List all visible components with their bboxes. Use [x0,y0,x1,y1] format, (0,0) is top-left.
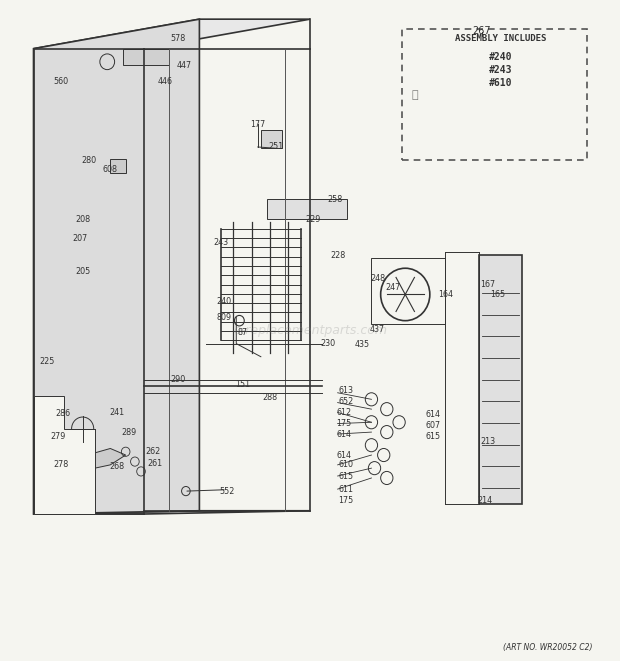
Text: 268: 268 [109,462,124,471]
Text: 279: 279 [50,432,66,441]
Text: 230: 230 [321,339,336,348]
Text: 607: 607 [425,421,440,430]
Text: 261: 261 [148,459,162,468]
Text: 248: 248 [370,274,385,282]
Text: 267: 267 [472,26,492,36]
Text: 608: 608 [103,165,118,175]
Bar [110,159,126,173]
Text: 447: 447 [177,61,192,69]
Polygon shape [33,396,95,514]
Text: 289: 289 [121,428,136,437]
Text: 213: 213 [480,438,496,446]
Text: 560: 560 [53,77,69,86]
Polygon shape [33,511,310,514]
Polygon shape [267,200,347,219]
Text: 177: 177 [250,120,265,128]
Text: 243: 243 [213,237,228,247]
Polygon shape [33,19,310,49]
Text: #240: #240 [489,52,512,61]
Text: 446: 446 [158,77,173,86]
Bar [479,255,522,504]
Text: 262: 262 [146,447,161,456]
Text: 251: 251 [268,143,284,151]
Text: 578: 578 [170,34,185,44]
Text: 652: 652 [338,397,353,406]
Text: 614: 614 [336,451,352,459]
Text: 214: 214 [477,496,493,506]
Text: 229: 229 [306,215,321,223]
Text: 280: 280 [81,155,96,165]
Text: 290: 290 [170,375,185,384]
Text: 175: 175 [336,419,352,428]
Text: 615: 615 [338,471,353,481]
Text: 240: 240 [216,297,231,305]
Text: 164: 164 [438,290,453,299]
Text: 809: 809 [216,313,231,322]
Text: 288: 288 [262,393,278,402]
Text: #610: #610 [489,79,512,89]
Bar [123,49,169,65]
Text: 175: 175 [338,496,353,506]
Text: 208: 208 [75,215,91,223]
Text: 228: 228 [330,251,345,260]
Text: 435: 435 [355,340,370,350]
Text: 151: 151 [235,380,250,389]
Text: 241: 241 [109,408,124,417]
Text: 611: 611 [338,485,353,494]
Polygon shape [64,448,126,475]
Text: 278: 278 [53,460,69,469]
Text: 614: 614 [336,430,352,438]
Text: 205: 205 [75,267,91,276]
Polygon shape [33,19,200,514]
Text: 🔧: 🔧 [411,89,418,100]
Text: 552: 552 [219,486,235,496]
Text: #243: #243 [489,65,512,75]
Text: 87: 87 [237,328,247,337]
Text: 167: 167 [480,280,496,289]
Bar [261,130,282,148]
Text: 613: 613 [338,386,353,395]
Text: 614: 614 [425,410,440,419]
Text: 610: 610 [338,460,353,469]
Text: 258: 258 [327,195,342,204]
Text: 286: 286 [55,409,71,418]
Text: 615: 615 [425,432,440,441]
Text: (ART NO. WR20052 C2): (ART NO. WR20052 C2) [503,642,593,652]
Text: 437: 437 [370,325,385,334]
Text: 165: 165 [490,290,505,299]
Text: 247: 247 [385,284,401,292]
Text: 207: 207 [72,234,87,243]
Text: ASSEMBLY INCLUDES: ASSEMBLY INCLUDES [455,34,546,44]
Bar [371,258,445,324]
Text: e-replacementparts.com: e-replacementparts.com [233,324,387,337]
Text: 612: 612 [336,408,352,417]
Text: 225: 225 [39,357,55,366]
